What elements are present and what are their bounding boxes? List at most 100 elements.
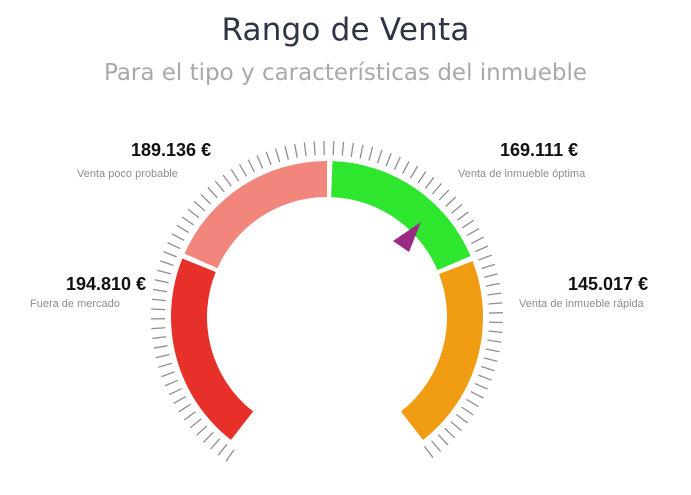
gauge-tick-73 xyxy=(488,302,503,305)
gauge-tick-60 xyxy=(438,189,450,201)
gauge-tick-12 xyxy=(161,371,175,378)
gauge-segment-2 xyxy=(184,161,327,269)
gauge-tick-58 xyxy=(424,176,435,189)
gauge-tick-90 xyxy=(431,440,442,452)
gauge-tick-55 xyxy=(401,161,410,175)
gauge-tick-27 xyxy=(171,233,185,242)
value-venta-rapida: 145.017 € xyxy=(568,274,649,294)
gauge-tick-1 xyxy=(225,449,235,462)
gauge-tick-83 xyxy=(470,390,484,399)
gauge-tick-15 xyxy=(153,345,168,349)
gauge-tick-8 xyxy=(178,403,191,413)
gauge-tick-35 xyxy=(222,174,232,187)
value-venta-poco-probable: 189.136 € xyxy=(131,140,212,160)
gauge-tick-28 xyxy=(176,224,190,234)
gauge-tick-82 xyxy=(474,382,488,390)
gauge-pointer xyxy=(393,222,421,252)
gauge-tick-65 xyxy=(466,227,480,237)
gauge-tick-7 xyxy=(183,411,196,421)
gauge-tick-10 xyxy=(168,387,182,396)
gauge-tick-66 xyxy=(471,236,485,245)
gauge-tick-39 xyxy=(256,155,264,169)
gauge-tick-41 xyxy=(274,148,281,163)
gauge-tick-72 xyxy=(487,292,502,296)
gauge-tick-69 xyxy=(481,263,496,270)
gauge-tick-32 xyxy=(200,193,212,205)
gauge-tick-13 xyxy=(158,362,172,368)
page-subtitle: Para el tipo y características del inmue… xyxy=(103,60,588,86)
label-venta-rapida: Venta de inmueble rápida xyxy=(519,298,644,310)
gauge-tick-23 xyxy=(157,269,171,275)
gauge-tick-22 xyxy=(154,279,169,284)
gauge-tick-49 xyxy=(350,142,354,157)
gauge-tick-84 xyxy=(466,398,479,408)
gauge-tick-56 xyxy=(409,165,419,179)
gauge-tick-68 xyxy=(478,254,492,261)
gauge-tick-88 xyxy=(444,427,456,439)
gauge-tick-38 xyxy=(247,159,256,173)
gauge-segment-4 xyxy=(400,261,483,440)
gauge-tick-20 xyxy=(151,298,166,302)
gauge-tick-77 xyxy=(487,339,502,343)
gauge-tick-16 xyxy=(152,336,167,340)
gauge-tick-36 xyxy=(230,169,240,182)
gauge-tick-51 xyxy=(368,146,374,161)
value-venta-optima: 169.111 € xyxy=(500,140,579,160)
gauge-tick-79 xyxy=(483,357,498,362)
gauge-tick-30 xyxy=(187,208,200,219)
gauge-tick-48 xyxy=(341,141,345,156)
gauge-segment-1 xyxy=(170,258,254,440)
gauge-tick-47 xyxy=(332,141,335,156)
gauge-tick-50 xyxy=(359,144,364,159)
gauge-tick-21 xyxy=(153,288,168,293)
gauge-tick-42 xyxy=(284,145,289,160)
gauge-tick-62 xyxy=(451,203,463,214)
gauge-tick-45 xyxy=(313,141,316,156)
gauge-tick-80 xyxy=(481,365,495,372)
gauge-tick-33 xyxy=(207,187,218,199)
gauge-tick-67 xyxy=(474,245,489,253)
gauge-tick-6 xyxy=(189,418,202,429)
gauge-tick-86 xyxy=(455,413,468,424)
gauge-tick-78 xyxy=(485,348,500,353)
gauge-tick-24 xyxy=(159,260,174,266)
gauge-tick-2 xyxy=(217,443,228,456)
gauge-tick-5 xyxy=(196,425,208,436)
gauge-tick-31 xyxy=(193,201,206,212)
gauge-tick-25 xyxy=(163,251,177,258)
gauge-tick-89 xyxy=(437,434,449,446)
label-venta-optima: Venta de inmueble óptima xyxy=(458,168,586,180)
gauge-tick-37 xyxy=(238,163,248,177)
gauge-tick-76 xyxy=(488,330,503,333)
gauge-tick-44 xyxy=(303,142,307,157)
gauge-tick-61 xyxy=(445,196,457,207)
gauge-tick-53 xyxy=(385,152,392,167)
gauge-tick-19 xyxy=(151,308,166,311)
gauge-tick-11 xyxy=(164,379,179,387)
gauge-tick-63 xyxy=(456,211,469,221)
gauge-tick-70 xyxy=(483,273,498,278)
gauge-tick-59 xyxy=(431,182,443,195)
gauge-tick-17 xyxy=(151,327,166,330)
value-fuera-de-mercado: 194.810 € xyxy=(66,274,147,294)
gauge-tick-40 xyxy=(265,151,272,166)
gauge-tick-64 xyxy=(461,219,475,229)
gauge-tick-9 xyxy=(173,395,187,404)
gauge-tick-81 xyxy=(478,374,492,381)
gauge-tick-54 xyxy=(393,156,401,170)
gauge-tick-57 xyxy=(417,171,427,184)
gauge-ticks xyxy=(151,141,503,462)
label-fuera-de-mercado: Fuera de mercado xyxy=(30,298,120,310)
gauge-segment-3 xyxy=(331,161,471,271)
gauge-tick-85 xyxy=(461,406,474,416)
gauge-tick-14 xyxy=(155,353,170,359)
gauge-tick-43 xyxy=(293,143,298,158)
gauge-pointer-layer xyxy=(393,222,421,252)
page-title: Rango de Venta xyxy=(221,12,470,48)
gauge-segments xyxy=(170,161,483,440)
gauge-tick-4 xyxy=(202,431,214,443)
gauge-tick-3 xyxy=(210,438,221,450)
gauge-tick-29 xyxy=(181,216,195,226)
label-venta-poco-probable: Venta poco probable xyxy=(77,168,178,180)
